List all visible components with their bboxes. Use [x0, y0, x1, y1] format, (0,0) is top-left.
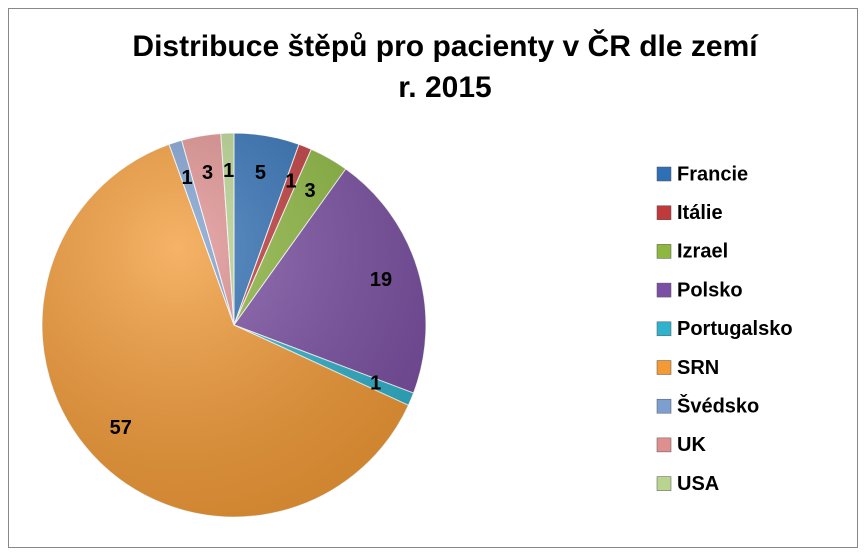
legend-swatch	[656, 205, 672, 220]
legend-label: Izrael	[677, 241, 728, 263]
legend-label: Francie	[677, 163, 748, 185]
chart-title: Distribuce štěpů pro pacienty v ČR dle z…	[132, 29, 759, 63]
legend-label: UK	[677, 434, 706, 456]
data-label: 57	[110, 417, 132, 439]
data-label: 5	[255, 162, 266, 184]
legend-label: Švédsko	[677, 393, 759, 417]
data-label: 1	[285, 171, 296, 193]
data-label: 1	[370, 373, 381, 395]
legend-swatch	[656, 476, 672, 491]
data-label: 19	[370, 269, 392, 291]
legend-swatch	[656, 244, 672, 259]
legend-label: Itálie	[677, 202, 723, 224]
legend-label: SRN	[677, 357, 719, 379]
chart-title: r. 2015	[398, 71, 491, 104]
legend-swatch	[656, 437, 672, 453]
data-label: 1	[181, 167, 192, 189]
legend-swatch	[656, 282, 672, 298]
legend-label: USA	[677, 473, 719, 495]
legend-label: Portugalsko	[677, 318, 793, 340]
legend-swatch	[656, 166, 672, 182]
legend-swatch	[656, 321, 672, 337]
data-label: 3	[202, 162, 213, 184]
data-label: 1	[223, 160, 234, 182]
data-label: 3	[304, 180, 315, 202]
legend-label: Polsko	[677, 279, 743, 301]
legend-swatch	[656, 398, 672, 414]
legend-swatch	[656, 360, 672, 375]
